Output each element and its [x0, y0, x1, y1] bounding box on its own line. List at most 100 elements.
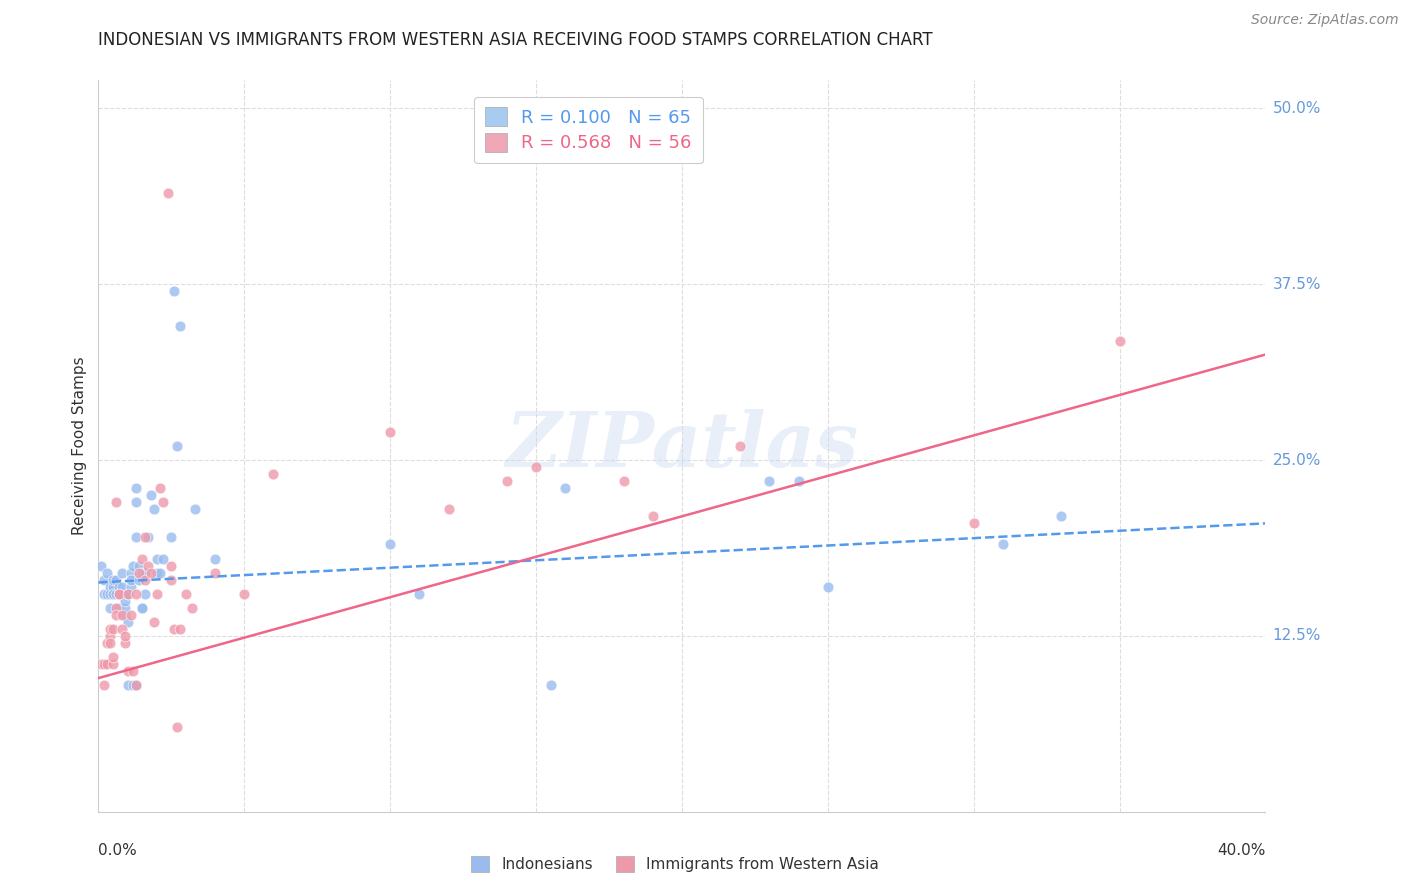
Point: [125, 678, 148, 692]
Point: [166, 720, 188, 734]
Legend: R = 0.100   N = 65, R = 0.568   N = 56: R = 0.100 N = 65, R = 0.568 N = 56: [474, 96, 703, 163]
Point: [495, 474, 517, 488]
Point: [169, 319, 191, 334]
Point: [98, 587, 121, 601]
Point: [90, 657, 112, 671]
Point: [728, 439, 751, 453]
Point: [554, 481, 576, 495]
Point: [166, 439, 188, 453]
Point: [96, 587, 118, 601]
Point: [122, 678, 145, 692]
Point: [204, 566, 226, 580]
Point: [90, 558, 112, 573]
Point: [134, 566, 156, 580]
Point: [93, 573, 115, 587]
Point: [152, 551, 174, 566]
Point: [128, 573, 150, 587]
Point: [991, 537, 1014, 551]
Point: [131, 566, 153, 580]
Point: [108, 587, 131, 601]
Point: [111, 587, 134, 601]
Point: [160, 573, 183, 587]
Point: [108, 587, 131, 601]
Point: [134, 573, 156, 587]
Point: [117, 587, 139, 601]
Point: [524, 460, 547, 475]
Point: [160, 530, 183, 544]
Point: [104, 495, 127, 509]
Point: [104, 607, 127, 622]
Point: [98, 580, 121, 594]
Point: [114, 629, 136, 643]
Point: [378, 425, 402, 439]
Point: [111, 566, 134, 580]
Point: [131, 600, 153, 615]
Point: [233, 587, 256, 601]
Point: [98, 622, 121, 636]
Point: [183, 502, 205, 516]
Point: [114, 607, 136, 622]
Text: Source: ZipAtlas.com: Source: ZipAtlas.com: [1251, 13, 1399, 28]
Point: [262, 467, 284, 482]
Point: [817, 580, 839, 594]
Point: [378, 537, 402, 551]
Point: [136, 558, 159, 573]
Point: [125, 481, 148, 495]
Point: [101, 580, 124, 594]
Point: [122, 664, 145, 678]
Point: [111, 607, 134, 622]
Point: [149, 481, 172, 495]
Point: [962, 516, 984, 531]
Point: [139, 566, 162, 580]
Point: [117, 615, 139, 629]
Point: [134, 530, 156, 544]
Point: [758, 474, 780, 488]
Point: [128, 566, 150, 580]
Point: [104, 600, 127, 615]
Point: [101, 587, 124, 601]
Point: [134, 587, 156, 601]
Point: [437, 502, 460, 516]
Point: [540, 678, 562, 692]
Text: 40.0%: 40.0%: [1218, 843, 1265, 858]
Point: [117, 678, 139, 692]
Point: [142, 615, 165, 629]
Point: [146, 566, 169, 580]
Text: INDONESIAN VS IMMIGRANTS FROM WESTERN ASIA RECEIVING FOOD STAMPS CORRELATION CHA: INDONESIAN VS IMMIGRANTS FROM WESTERN AS…: [98, 31, 934, 49]
Point: [101, 587, 124, 601]
Text: ZIPatlas: ZIPatlas: [505, 409, 859, 483]
Point: [117, 587, 139, 601]
Point: [139, 488, 162, 502]
Point: [120, 607, 142, 622]
Point: [98, 629, 121, 643]
Point: [131, 600, 153, 615]
Point: [93, 587, 115, 601]
Point: [169, 622, 191, 636]
Point: [104, 587, 127, 601]
Point: [641, 509, 664, 524]
Text: 0.0%: 0.0%: [98, 843, 138, 858]
Point: [101, 622, 124, 636]
Point: [152, 495, 174, 509]
Text: 25.0%: 25.0%: [1272, 452, 1320, 467]
Point: [131, 551, 153, 566]
Point: [204, 551, 226, 566]
Point: [163, 622, 186, 636]
Point: [114, 600, 136, 615]
Point: [146, 551, 169, 566]
Point: [120, 566, 142, 580]
Point: [101, 573, 124, 587]
Point: [125, 587, 148, 601]
Point: [96, 636, 118, 650]
Point: [111, 580, 134, 594]
Point: [98, 636, 121, 650]
Point: [108, 587, 131, 601]
Point: [125, 678, 148, 692]
Point: [787, 474, 810, 488]
Point: [612, 474, 634, 488]
Point: [96, 657, 118, 671]
Point: [408, 587, 430, 601]
Point: [117, 587, 139, 601]
Point: [93, 657, 115, 671]
Point: [149, 566, 172, 580]
